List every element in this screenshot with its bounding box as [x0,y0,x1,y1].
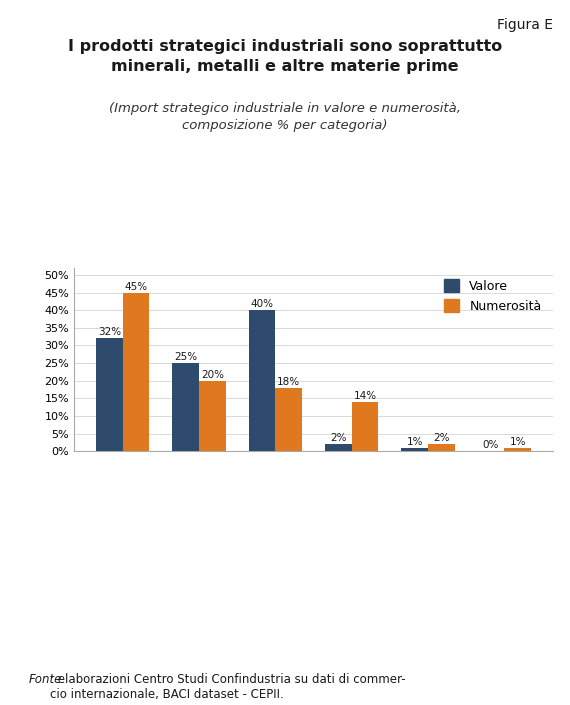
Text: 14%: 14% [353,391,377,400]
Text: 1%: 1% [510,436,526,447]
Text: 18%: 18% [277,376,300,386]
Text: 32%: 32% [97,327,121,337]
Text: 1%: 1% [406,436,423,447]
Text: 45%: 45% [124,281,148,292]
Text: I prodotti strategici industriali sono soprattutto
minerali, metalli e altre mat: I prodotti strategici industriali sono s… [68,39,502,73]
Text: Fonte: Fonte [28,673,62,686]
Text: : elaborazioni Centro Studi Confindustria su dati di commer-
cio internazionale,: : elaborazioni Centro Studi Confindustri… [50,673,406,701]
Text: 2%: 2% [330,433,347,443]
Text: Figura E: Figura E [497,18,553,32]
Bar [123,293,149,451]
Text: 0%: 0% [483,440,499,450]
Bar [172,363,199,451]
Bar [325,444,352,451]
Bar [504,448,531,451]
Bar [401,448,428,451]
Bar [352,402,378,451]
Bar [249,310,275,451]
Bar [428,444,455,451]
Text: 20%: 20% [201,369,224,379]
Text: 40%: 40% [250,299,274,309]
Bar [275,388,302,451]
Text: 25%: 25% [174,352,197,362]
Text: 2%: 2% [433,433,450,443]
Text: (Import strategico industriale in valore e numerosità,
composizione % per catego: (Import strategico industriale in valore… [109,102,461,133]
Bar [199,381,226,451]
Legend: Valore, Numerosità: Valore, Numerosità [439,274,547,318]
Bar [96,338,123,451]
